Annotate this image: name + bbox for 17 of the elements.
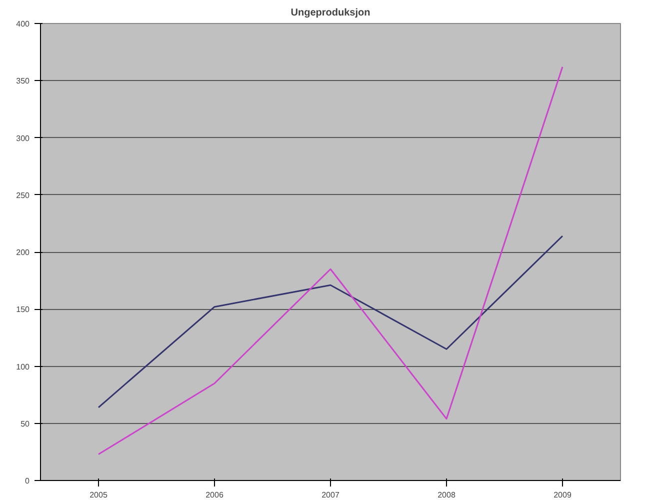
y-tick-label: 200	[16, 248, 30, 257]
y-tick-label: 350	[16, 76, 30, 86]
x-tick-label: 2006	[206, 490, 224, 500]
y-tick-label: 300	[16, 134, 30, 143]
y-tick-label: 50	[20, 419, 30, 428]
x-tick-label: 2008	[438, 490, 456, 500]
y-tick-label: 400	[16, 20, 30, 28]
y-tick-label: 250	[16, 190, 30, 200]
x-tick-label: 2005	[90, 490, 108, 500]
y-tick-label: 100	[16, 362, 30, 372]
y-tick-label: 150	[16, 305, 30, 314]
line-series	[98, 66, 564, 455]
x-tick-label: 2007	[322, 490, 340, 500]
chart-title: Ungeproduksjon	[290, 8, 370, 18]
line-series	[98, 235, 564, 408]
y-tick-label: 0	[25, 476, 30, 486]
x-tick-label: 2009	[554, 490, 572, 500]
